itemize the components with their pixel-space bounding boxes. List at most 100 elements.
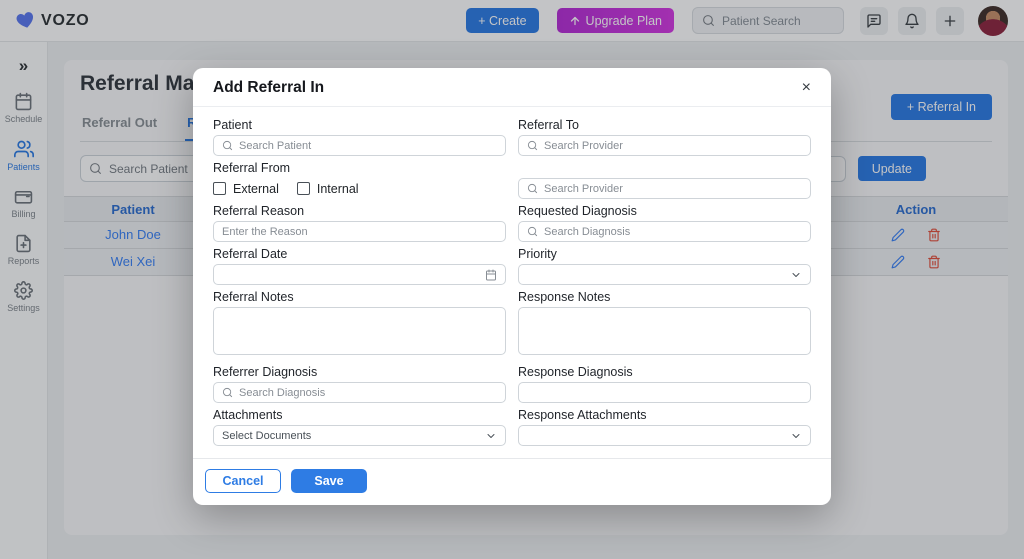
cancel-button[interactable]: Cancel xyxy=(205,469,281,493)
column-header-patient: Patient xyxy=(111,201,155,217)
add-referral-in-modal: Add Referral In × Patient Referral To Re… xyxy=(193,68,831,505)
attachments-label: Attachments xyxy=(213,408,283,422)
requested-diagnosis-field: Requested Diagnosis xyxy=(518,205,811,242)
add-referral-in-button[interactable]: + Referral In xyxy=(890,94,992,120)
referral-notes-label: Referral Notes xyxy=(213,290,294,304)
referral-notes-textarea[interactable] xyxy=(213,307,506,355)
response-diagnosis-input[interactable] xyxy=(527,386,802,399)
requested-diagnosis-label: Requested Diagnosis xyxy=(518,204,637,218)
priority-select[interactable] xyxy=(518,264,811,285)
sidebar-expand-button[interactable]: » xyxy=(18,56,29,75)
checkbox-box-icon xyxy=(213,182,226,195)
trash-icon xyxy=(928,228,940,242)
chevron-down-icon xyxy=(792,433,800,438)
sidebar-label-settings: Settings xyxy=(7,303,40,313)
sidebar-label-schedule: Schedule xyxy=(4,114,43,124)
search-icon xyxy=(90,163,101,174)
plus-icon xyxy=(944,15,956,26)
save-button[interactable]: Save xyxy=(291,469,367,493)
attachments-field: Attachments Select Documents xyxy=(213,409,506,446)
referrer-diagnosis-box xyxy=(213,382,506,403)
sidebar-label-billing: Billing xyxy=(11,209,36,219)
delete-button[interactable] xyxy=(927,228,941,242)
patient-link[interactable]: Wei Xei xyxy=(110,254,156,269)
external-label: External xyxy=(233,181,279,196)
referrer-diagnosis-input[interactable] xyxy=(239,386,497,399)
create-button[interactable]: + Create xyxy=(466,8,539,33)
requested-diagnosis-input[interactable] xyxy=(544,225,802,238)
edit-button[interactable] xyxy=(891,255,905,269)
upgrade-plan-label: Upgrade Plan xyxy=(585,13,662,28)
patient-search-field xyxy=(213,135,506,156)
pencil-icon xyxy=(891,228,905,242)
delete-button[interactable] xyxy=(927,255,941,269)
referral-date-label: Referral Date xyxy=(213,247,288,261)
response-notes-textarea[interactable] xyxy=(518,307,811,355)
app-logo: VOZO xyxy=(16,11,90,30)
sidebar-item-reports[interactable]: Reports xyxy=(8,234,39,266)
response-notes-label: Response Notes xyxy=(518,290,611,304)
patient-search-input[interactable] xyxy=(239,139,497,152)
search-icon xyxy=(703,15,714,26)
bell-icon xyxy=(905,13,919,28)
sidebar-item-billing[interactable]: Billing xyxy=(11,187,36,219)
gear-icon xyxy=(14,281,33,300)
sidebar-item-schedule[interactable]: Schedule xyxy=(4,92,43,124)
quick-add-button[interactable] xyxy=(936,6,964,35)
referrer-diagnosis-label: Referrer Diagnosis xyxy=(213,365,318,379)
attachments-select[interactable]: Select Documents xyxy=(213,425,506,446)
priority-field: Priority xyxy=(518,248,811,285)
patient-link[interactable]: John Doe xyxy=(105,227,161,242)
notifications-button[interactable] xyxy=(898,6,926,35)
referral-reason-label: Referral Reason xyxy=(213,204,305,218)
calendar-icon[interactable] xyxy=(485,269,497,281)
internal-checkbox[interactable]: Internal xyxy=(296,181,359,196)
internal-label: Internal xyxy=(316,181,359,196)
response-attachments-select[interactable] xyxy=(518,425,811,446)
referrer-diagnosis-field: Referrer Diagnosis xyxy=(213,366,506,403)
referral-date-box xyxy=(213,264,506,285)
referral-to-field: Referral To xyxy=(518,119,811,156)
sidebar-item-patients[interactable]: Patients xyxy=(7,139,40,172)
referral-reason-box xyxy=(213,221,506,242)
upgrade-plan-button[interactable]: Upgrade Plan xyxy=(556,8,674,33)
external-checkbox[interactable]: External xyxy=(213,182,279,196)
referral-from-field: Referral From External Internal xyxy=(213,162,506,199)
referral-to-search-field xyxy=(518,135,811,156)
priority-label: Priority xyxy=(518,247,557,261)
calendar-icon xyxy=(15,92,32,111)
referral-reason-input[interactable] xyxy=(222,225,497,238)
arrow-up-icon xyxy=(570,16,579,25)
tab-referral-out[interactable]: Referral Out xyxy=(82,115,158,130)
close-icon[interactable]: × xyxy=(801,79,811,96)
chat-icon xyxy=(867,13,881,28)
wallet-icon xyxy=(14,190,33,204)
requested-diagnosis-box xyxy=(518,221,811,242)
patient-search-input[interactable] xyxy=(722,13,834,28)
search-icon xyxy=(222,140,233,151)
referral-to-search-input[interactable] xyxy=(544,139,802,152)
chevron-down-icon xyxy=(487,433,495,438)
provider-search-input[interactable] xyxy=(544,182,802,195)
referral-date-input[interactable] xyxy=(222,268,479,281)
user-avatar[interactable] xyxy=(978,5,1008,36)
chevron-down-icon xyxy=(792,272,800,277)
referral-date-field: Referral Date xyxy=(213,248,506,285)
heart-logo-icon xyxy=(16,12,34,28)
response-diagnosis-box xyxy=(518,382,811,403)
modal-title: Add Referral In xyxy=(213,79,325,96)
messages-button[interactable] xyxy=(860,6,888,35)
modal-header: Add Referral In × xyxy=(193,68,831,107)
patient-field: Patient xyxy=(213,119,506,156)
sidebar-item-settings[interactable]: Settings xyxy=(7,281,40,313)
referral-from-provider-field xyxy=(518,162,811,199)
patient-search-box xyxy=(692,7,844,34)
referral-reason-field: Referral Reason xyxy=(213,205,506,242)
referral-from-label: Referral From xyxy=(213,161,291,175)
edit-button[interactable] xyxy=(891,228,905,242)
patient-label: Patient xyxy=(213,118,252,132)
update-button[interactable]: Update xyxy=(857,156,926,181)
sidebar-label-patients: Patients xyxy=(7,162,40,172)
modal-body: Patient Referral To Referral From Extern… xyxy=(193,107,831,458)
brand-name: VOZO xyxy=(41,11,90,29)
